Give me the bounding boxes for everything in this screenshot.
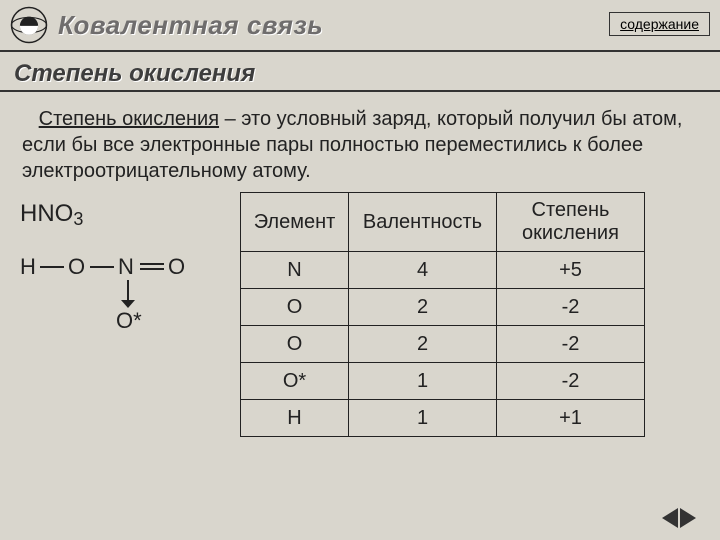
cell: 2 (349, 289, 497, 326)
toc-button[interactable]: содержание (609, 12, 710, 36)
th-oxidation: Степень окисления (497, 193, 645, 252)
bond-double (140, 268, 164, 270)
cell: N (241, 252, 349, 289)
cell: -2 (497, 289, 645, 326)
cell: 1 (349, 400, 497, 437)
cell: H (241, 400, 349, 437)
molecular-formula: HNO3 (20, 200, 220, 230)
atom-O2: O (168, 254, 185, 280)
formula-base: HNO (20, 200, 73, 227)
atom-Ostar: O* (116, 308, 142, 334)
cell: -2 (497, 326, 645, 363)
th-valence: Валентность (349, 193, 497, 252)
table-row: O* 1 -2 (241, 363, 645, 400)
cell: 4 (349, 252, 497, 289)
table-row: O 2 -2 (241, 289, 645, 326)
nav-prev-icon[interactable] (662, 508, 678, 528)
oxidation-table: Элемент Валентность Степень окисления N … (240, 192, 645, 437)
cell: +1 (497, 400, 645, 437)
cell: +5 (497, 252, 645, 289)
arrow-down-icon (120, 298, 136, 308)
structural-formula: H O N O O* (20, 246, 220, 366)
nav-next-icon[interactable] (680, 508, 696, 528)
atom-N: N (118, 254, 134, 280)
definition-term: Степень окисления (39, 108, 219, 130)
formula-sub: 3 (73, 209, 83, 229)
cell: 2 (349, 326, 497, 363)
atom-O1: O (68, 254, 85, 280)
page-title: Ковалентная связь (58, 10, 323, 41)
nav-arrows (662, 508, 696, 528)
th-element: Элемент (241, 193, 349, 252)
atom-H: H (20, 254, 36, 280)
table-row: N 4 +5 (241, 252, 645, 289)
definition-text: Степень окисления – это условный заряд, … (0, 100, 720, 192)
table-row: O 2 -2 (241, 326, 645, 363)
bond-single (40, 266, 64, 268)
table-header-row: Элемент Валентность Степень окисления (241, 193, 645, 252)
formula-block: HNO3 H O N O O* (20, 192, 220, 437)
cell: O (241, 326, 349, 363)
cell: 1 (349, 363, 497, 400)
bond-single (90, 266, 114, 268)
cell: O* (241, 363, 349, 400)
cell: -2 (497, 363, 645, 400)
table-row: H 1 +1 (241, 400, 645, 437)
logo-icon (10, 6, 48, 44)
cell: O (241, 289, 349, 326)
header-bar: Ковалентная связь содержание (0, 0, 720, 52)
section-subtitle: Степень окисления (0, 52, 720, 92)
